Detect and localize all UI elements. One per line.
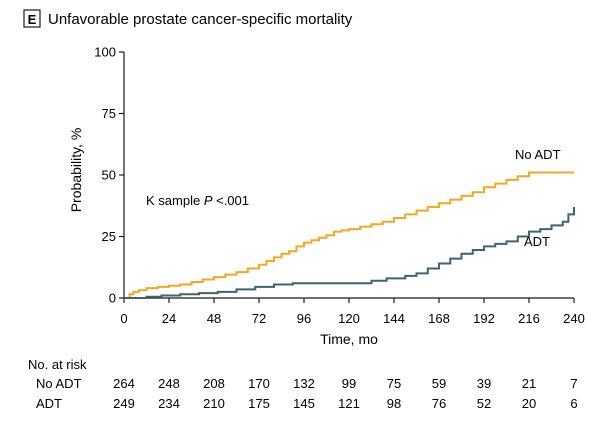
- y-tick-label: 25: [102, 229, 116, 244]
- risk-value: 59: [432, 376, 446, 391]
- risk-value: 39: [477, 376, 491, 391]
- y-tick-label: 100: [94, 45, 116, 60]
- y-ticks: 0 25 50 75 100: [94, 45, 124, 306]
- risk-value: 170: [248, 376, 270, 391]
- risk-value: 175: [248, 396, 270, 411]
- x-tick-label: 240: [563, 311, 585, 326]
- y-axis-title: Probability, %: [68, 128, 84, 213]
- y-tick-label: 75: [102, 106, 116, 121]
- x-tick-label: 144: [383, 311, 405, 326]
- x-tick-label: 192: [473, 311, 495, 326]
- p-value-suffix: <.001: [212, 193, 249, 208]
- risk-value: 210: [203, 396, 225, 411]
- x-tick-label: 48: [207, 311, 221, 326]
- p-value-annotation: K sample P <.001: [146, 193, 249, 208]
- risk-values: 264 248 208 170 132 99 75 59 39 21 7 249 234 210 175 14…: [113, 376, 577, 411]
- x-tick-label: 216: [518, 311, 540, 326]
- risk-value: 249: [113, 396, 135, 411]
- x-tick-label: 24: [162, 311, 176, 326]
- y-tick-label: 50: [102, 168, 116, 183]
- x-tick-label: 120: [338, 311, 360, 326]
- risk-value: 20: [522, 396, 536, 411]
- p-value-prefix: K sample: [146, 193, 204, 208]
- risk-value: 99: [342, 376, 356, 391]
- y-tick-label: 0: [109, 291, 116, 306]
- risk-value: 145: [293, 396, 315, 411]
- risk-value: 6: [570, 396, 577, 411]
- series-label-adt: ADT: [524, 234, 550, 249]
- series-line-adt: [124, 206, 575, 299]
- risk-value: 234: [158, 396, 180, 411]
- risk-value: 264: [113, 376, 135, 391]
- risk-value: 21: [522, 376, 536, 391]
- risk-value: 132: [293, 376, 315, 391]
- risk-row-label-adt: ADT: [36, 396, 62, 411]
- risk-value: 52: [477, 396, 491, 411]
- risk-value: 248: [158, 376, 180, 391]
- risk-value: 121: [338, 396, 360, 411]
- p-value-italic: P: [204, 193, 213, 208]
- risk-value: 208: [203, 376, 225, 391]
- panel-letter: E: [28, 12, 37, 27]
- x-tick-label: 0: [120, 311, 127, 326]
- panel-title: Unfavorable prostate cancer-specific mor…: [48, 11, 353, 28]
- axes: [123, 52, 574, 299]
- x-tick-label: 96: [297, 311, 311, 326]
- x-axis-title: Time, mo: [320, 331, 378, 347]
- risk-row-label-no-adt: No ADT: [36, 376, 82, 391]
- risk-value: 98: [387, 396, 401, 411]
- curves: [124, 171, 575, 299]
- series-label-no-adt: No ADT: [515, 147, 561, 162]
- x-ticks: 0 24 48 72 96 120 144 168 192 216 240: [120, 298, 585, 326]
- risk-table-heading: No. at risk: [28, 357, 87, 372]
- x-tick-label: 168: [428, 311, 450, 326]
- x-tick-label: 72: [252, 311, 266, 326]
- risk-value: 76: [432, 396, 446, 411]
- risk-value: 7: [570, 376, 577, 391]
- risk-value: 75: [387, 376, 401, 391]
- series-line-no-adt: [124, 171, 574, 299]
- panel-letter-box: [23, 9, 41, 28]
